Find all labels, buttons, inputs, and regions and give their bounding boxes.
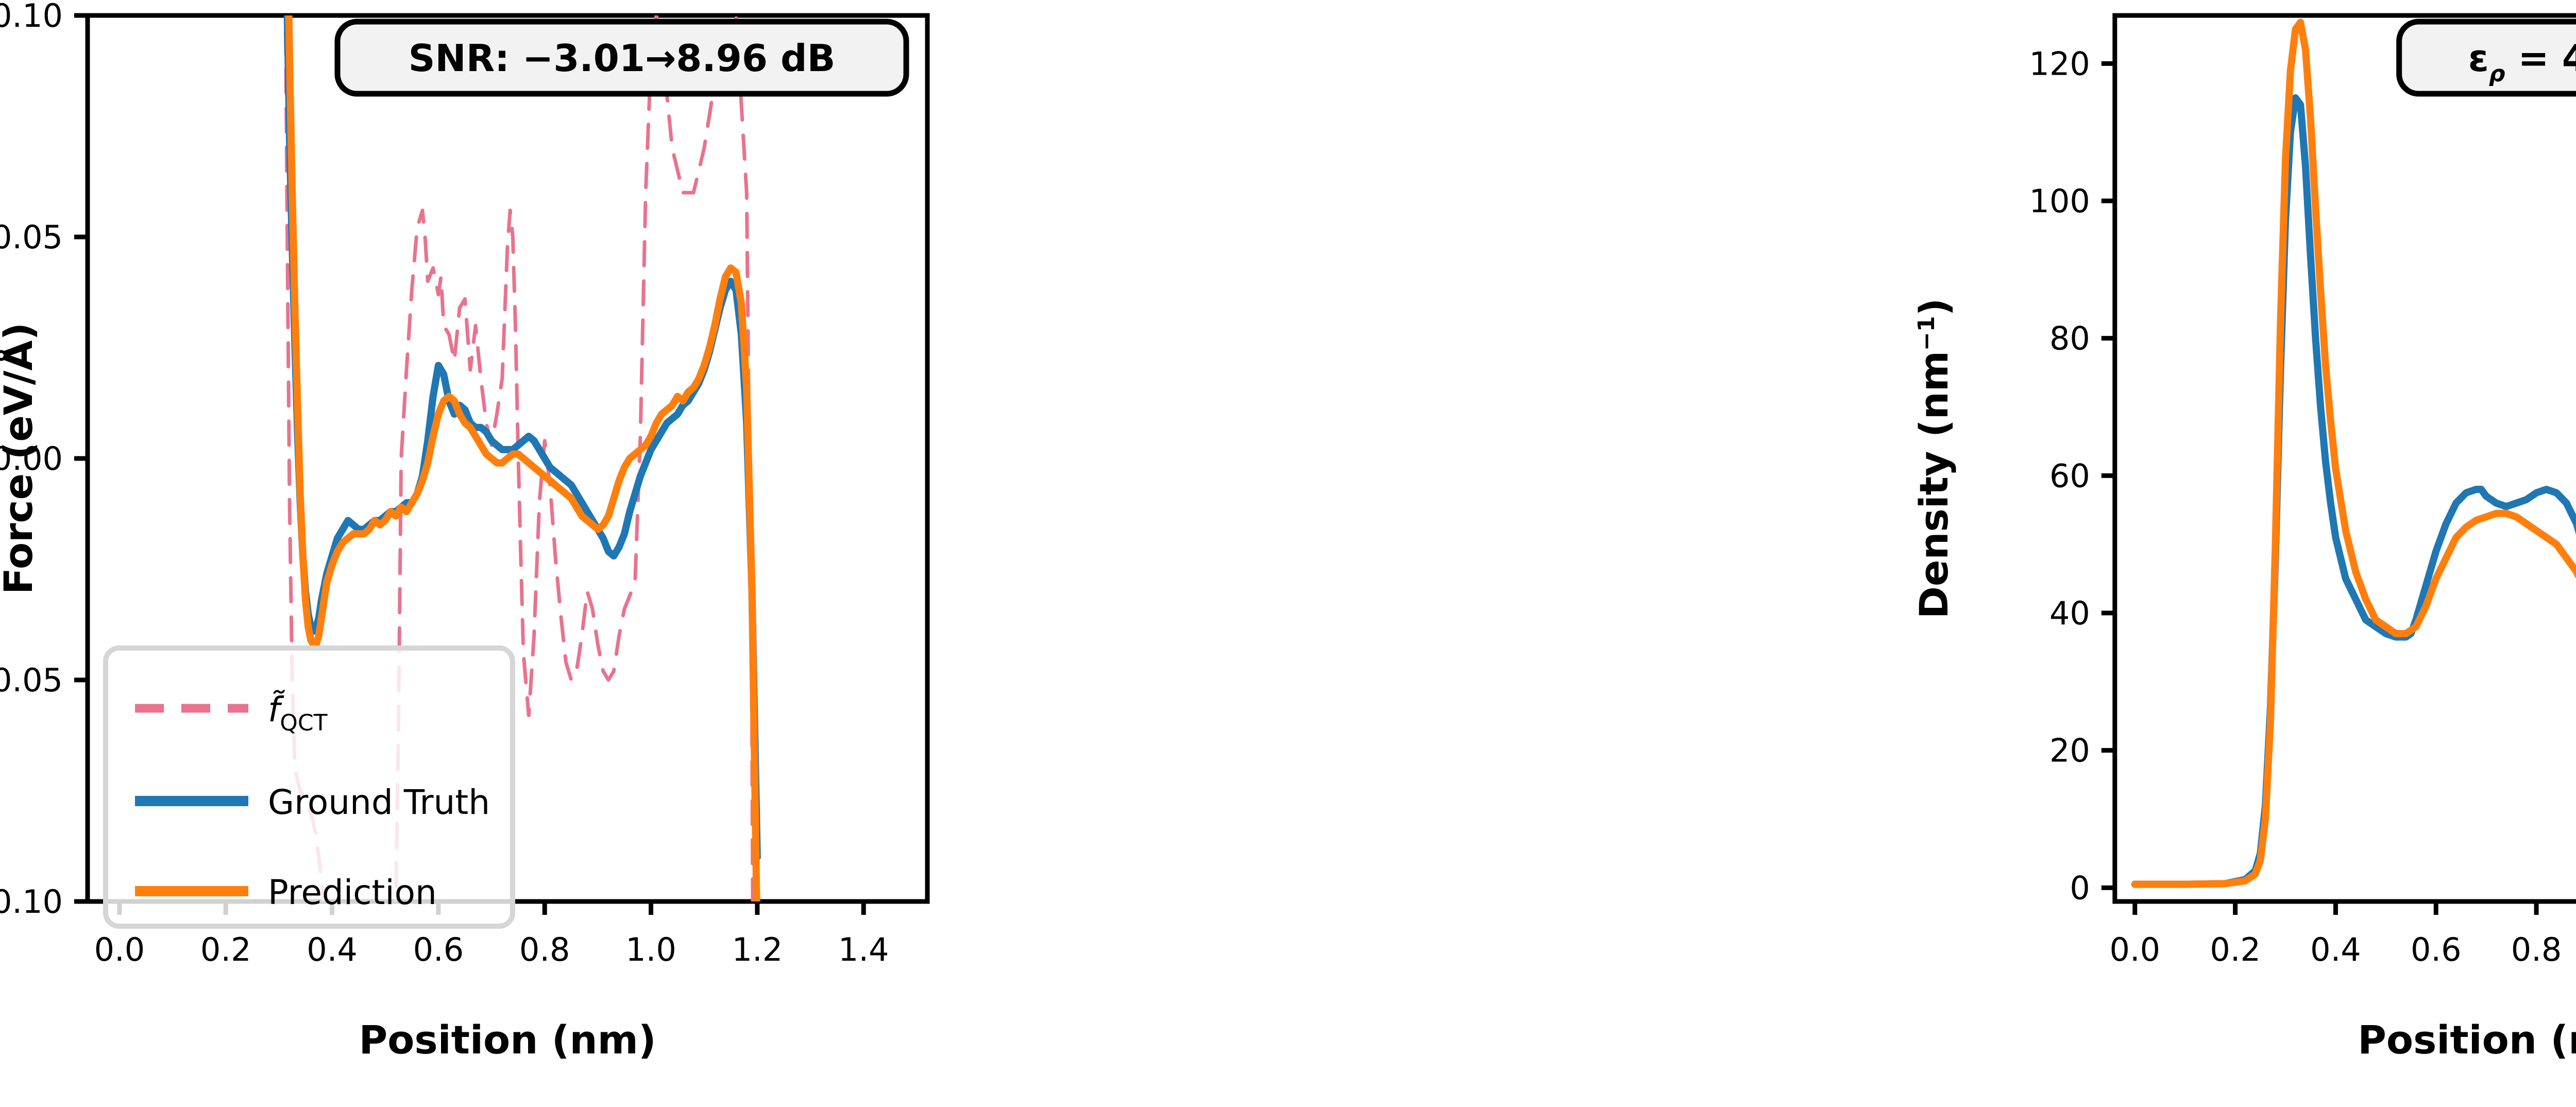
x-tick-label: 0.6 — [413, 931, 464, 968]
right-y-axis-title: Density (nm−1) — [1911, 298, 1957, 619]
right-x-tick-labels: 0.00.20.40.60.81.01.21.4 — [2110, 931, 2562, 968]
right-panel-svg: 0.00.20.40.60.81.01.21.4 020406080100120… — [1911, 13, 2576, 1063]
legend-label-ground-truth: Ground Truth — [268, 782, 490, 822]
y-tick-label: 80 — [2049, 320, 2090, 357]
y-tick-label: 60 — [2049, 457, 2090, 495]
x-tick-label: 0.2 — [2210, 931, 2261, 968]
legend-entry-ground-truth[interactable]: Ground Truth — [135, 782, 490, 822]
left-annotation-text: SNR: −3.01→8.96 dB — [409, 37, 836, 80]
x-tick-label: 0.2 — [200, 931, 251, 968]
left-legend: f̃QCT Ground Truth Prediction — [103, 645, 515, 929]
x-tick-label: 0.0 — [2110, 931, 2161, 968]
legend-box — [103, 645, 515, 929]
legend-label-prediction: Prediction — [268, 873, 437, 912]
left-y-axis-title: Force (eV/Å) — [0, 322, 41, 594]
x-tick-label: 0.4 — [2310, 931, 2361, 968]
y-tick-label: 0.05 — [0, 218, 63, 256]
x-tick-label: 1.2 — [732, 931, 783, 968]
series-prediction — [2131, 19, 2576, 888]
y-tick-label: 40 — [2049, 594, 2090, 632]
right-plot-frame — [2112, 13, 2576, 904]
right-annotation-text: ερ = 4.09% — [2468, 37, 2576, 87]
right-annotation: ερ = 4.09% — [2396, 19, 2576, 97]
series-prediction — [285, 15, 760, 901]
left-x-axis-title: Position (nm) — [359, 1017, 656, 1063]
right-x-axis-title: Position (nm) — [2358, 1017, 2576, 1063]
left-panel-svg: 0.0 0.2 0.4 0.6 0.8 1.0 1.2 1.4 −0.10 −0.05 0.00 0… — [0, 0, 930, 1063]
left-panel-force: 0.0 0.2 0.4 0.6 0.8 1.0 1.2 1.4 −0.10 −0.05 0.00 0… — [0, 0, 930, 1063]
x-tick-label: 0.8 — [2511, 931, 2562, 968]
right-data-curves — [2131, 19, 2576, 888]
x-tick-label: 0.4 — [307, 931, 358, 968]
left-y-tick-labels: −0.10 −0.05 0.00 0.05 0.10 — [0, 0, 63, 921]
left-annotation-box — [334, 19, 909, 97]
y-tick-label: 100 — [2029, 182, 2090, 220]
x-tick-label: 0.8 — [519, 931, 570, 968]
y-tick-label: 120 — [2029, 45, 2090, 82]
x-tick-label: 0.0 — [94, 931, 145, 968]
x-tick-label: 0.6 — [2411, 931, 2462, 968]
legend-entry-prediction[interactable]: Prediction — [135, 873, 437, 912]
y-tick-label: 20 — [2049, 732, 2090, 770]
right-panel-density: 0.00.20.40.60.81.01.21.4 020406080100120… — [1837, 0, 2576, 1107]
right-annotation-box — [2396, 19, 2576, 97]
y-tick-label: −0.10 — [0, 883, 63, 921]
x-tick-label: 1.0 — [625, 931, 676, 968]
left-annotation: SNR: −3.01→8.96 dB — [334, 19, 909, 97]
y-tick-label: 0.10 — [0, 0, 63, 35]
x-tick-label: 1.4 — [838, 931, 889, 968]
right-y-tick-labels: 0 20 40 60 80 100 120 — [2029, 45, 2090, 907]
series-groundtruth — [2131, 94, 2576, 888]
y-tick-label: 0.00 — [0, 440, 63, 478]
right-tick-marks — [2101, 61, 2539, 915]
y-tick-label: −0.05 — [0, 661, 63, 699]
y-tick-label: 0 — [2070, 869, 2090, 907]
left-x-tick-labels: 0.0 0.2 0.4 0.6 0.8 1.0 1.2 1.4 — [94, 931, 889, 968]
